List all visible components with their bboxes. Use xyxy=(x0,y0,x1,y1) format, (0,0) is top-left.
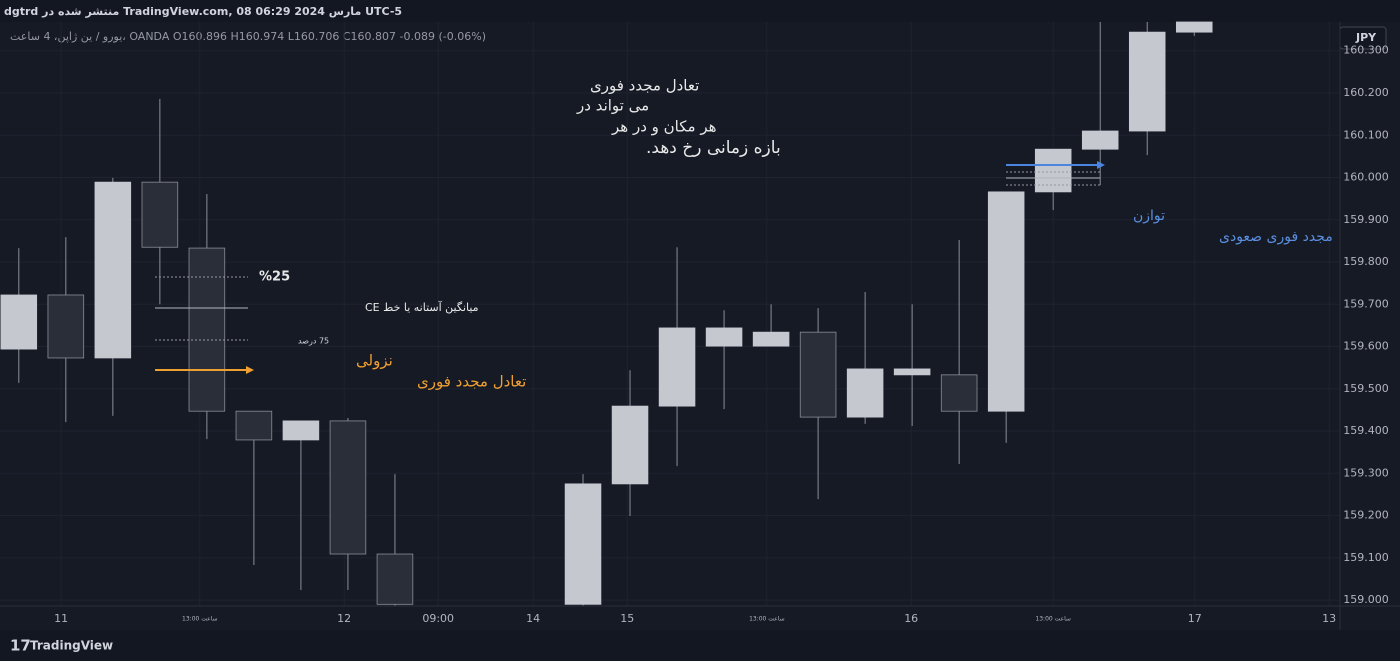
x-tick-label: 13:00 ساعت xyxy=(749,616,785,623)
y-tick-label: 159.700 xyxy=(1343,297,1389,310)
bearish-label: نزولی xyxy=(356,352,393,370)
y-tick-label: 159.400 xyxy=(1343,424,1389,437)
arrow-head xyxy=(246,366,254,374)
candle-body xyxy=(1081,130,1119,150)
candle-body xyxy=(0,294,38,350)
candle-body xyxy=(1175,21,1213,33)
legend: یورو / ین ژاپن، 4 ساعت، OANDA O160.896 H… xyxy=(10,30,486,43)
footer-brand: TradingView xyxy=(30,639,113,653)
level-label: میانگین آستانه یا خط CE xyxy=(365,300,479,314)
candle-body xyxy=(846,368,884,418)
candle-body xyxy=(376,553,414,605)
x-tick-label: 14 xyxy=(526,612,540,625)
bearish-label: تعادل مجدد فوری xyxy=(417,373,526,391)
bullish-label: مجدد فوری صعودی xyxy=(1219,229,1333,245)
note: هر مکان و در هر xyxy=(611,118,717,136)
candle-body xyxy=(752,331,790,347)
header-bar xyxy=(0,0,1400,22)
y-tick-label: 159.100 xyxy=(1343,551,1389,564)
candle-body xyxy=(188,247,226,412)
candle-body xyxy=(47,294,85,359)
y-tick-label: 159.200 xyxy=(1343,509,1389,522)
candle-body xyxy=(1128,31,1166,132)
x-tick-label: 13:00 ساعت xyxy=(182,616,218,623)
candle-body xyxy=(235,410,273,441)
candle-body xyxy=(564,483,602,605)
y-tick-label: 159.000 xyxy=(1343,593,1389,606)
arrow-head xyxy=(1097,161,1105,169)
x-tick-label: 13 xyxy=(1322,612,1336,625)
candle-body xyxy=(658,327,696,407)
y-tick-label: 160.000 xyxy=(1343,171,1389,184)
candle-body xyxy=(1034,148,1072,193)
candle-body xyxy=(987,191,1025,412)
candle-body xyxy=(329,420,367,555)
note: می تواند در xyxy=(576,97,649,115)
y-tick-label: 159.900 xyxy=(1343,213,1389,226)
candle-body xyxy=(611,405,649,485)
footer-bar xyxy=(0,630,1400,661)
y-tick-label: 160.300 xyxy=(1343,44,1389,57)
y-tick-label: 159.300 xyxy=(1343,466,1389,479)
x-tick-label: 11 xyxy=(54,612,68,625)
y-tick-label: 160.200 xyxy=(1343,86,1389,99)
x-tick-label: 13:00 ساعت xyxy=(1035,616,1071,623)
candle-body xyxy=(705,327,743,347)
x-tick-label: 16 xyxy=(904,612,918,625)
level-label: 75 درصد xyxy=(298,337,329,346)
y-tick-label: 159.500 xyxy=(1343,382,1389,395)
x-tick-label: 12 xyxy=(337,612,351,625)
header-title: dgtrd منتشر شده در TradingView.com, 08 م… xyxy=(4,5,402,18)
footer-logo: 𝟭𝟳 xyxy=(10,637,31,655)
note: بازه زمانی رخ دهد. xyxy=(646,138,781,158)
y-tick-label: 159.600 xyxy=(1343,340,1389,353)
candle-body xyxy=(940,374,978,412)
y-tick-label: 160.100 xyxy=(1343,128,1389,141)
candle-body xyxy=(282,420,320,441)
candle-body xyxy=(94,181,132,359)
candle-body xyxy=(141,181,179,248)
x-tick-label: 17 xyxy=(1188,612,1202,625)
level-label: %25 xyxy=(259,270,290,285)
candle-body xyxy=(893,368,931,376)
bullish-label: توازن xyxy=(1133,208,1165,224)
currency-label: JPY xyxy=(1355,31,1377,44)
candle-body xyxy=(799,331,837,418)
x-tick-label: 09:00 xyxy=(422,612,454,625)
x-tick-label: 15 xyxy=(620,612,634,625)
y-tick-label: 159.800 xyxy=(1343,255,1389,268)
note: تعادل مجدد فوری xyxy=(590,77,699,95)
